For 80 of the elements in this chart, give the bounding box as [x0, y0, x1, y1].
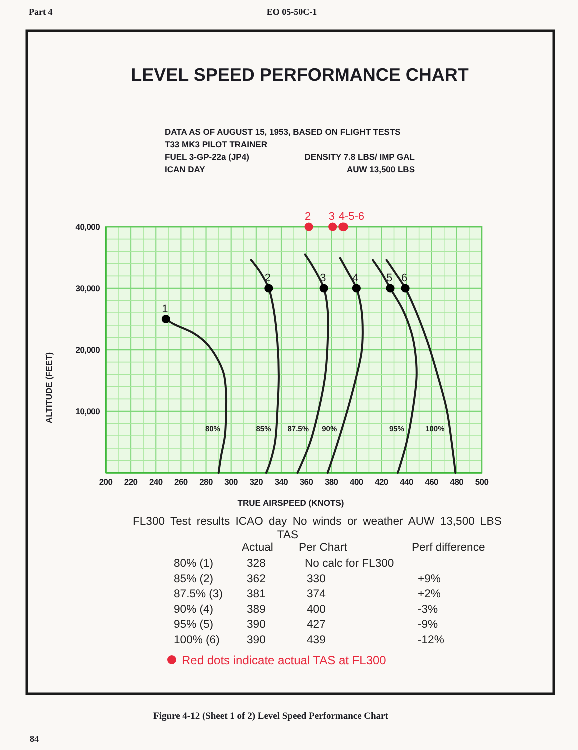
legend-label: Red dots indicate actual TAS at FL300: [182, 654, 387, 668]
data-label: 400: [307, 604, 326, 616]
point: [320, 284, 328, 293]
y-axis-title: ALTITUDE (FEET): [44, 352, 54, 424]
x-tick-label: 220: [124, 477, 138, 487]
annotation: 5: [386, 272, 393, 284]
annotation: 3: [328, 211, 335, 223]
data-label: 390: [247, 634, 266, 646]
point: [386, 284, 395, 293]
data-label: 390: [247, 619, 266, 632]
category-label: 95% (5): [174, 619, 214, 632]
point: [162, 314, 170, 324]
text: FL300 Test results ICAO day No winds or weather AUW 13,500 LBS: [133, 516, 502, 528]
data-label: 362: [247, 573, 266, 586]
point: [264, 284, 274, 293]
text: Per Chart: [299, 542, 348, 554]
text: EO 05-50C-1: [266, 7, 318, 17]
text: Part 4: [29, 7, 54, 17]
text: FUEL 3-GP-22a (JP4): [165, 152, 250, 162]
x-tick-label: 380: [324, 477, 339, 487]
annotation: 6: [402, 272, 408, 284]
point: [352, 284, 361, 293]
text: Perf difference: [412, 542, 486, 554]
category-label: 90% (4): [174, 604, 214, 616]
text: DENSITY 7.8 LBS/ IMP GAL: [304, 152, 415, 162]
chart-subtitle: DATA AS OF AUGUST 15, 1953, BASED ON FLIGHT TESTS: [165, 127, 402, 137]
x-tick-label: 200: [99, 477, 114, 487]
x-tick-label: 340: [274, 477, 289, 487]
data-label: 439: [307, 634, 326, 646]
annotation: 4: [352, 272, 359, 284]
text: ICAN DAY: [165, 164, 206, 174]
x-tick-label: 440: [400, 477, 414, 487]
data-label: 381: [247, 588, 266, 601]
point: [304, 222, 314, 232]
category-label: 100% (6): [174, 634, 220, 646]
x-tick-label: 240: [149, 477, 164, 487]
x-tick-label: 320: [250, 477, 264, 487]
category-label: 80% (1): [174, 558, 214, 570]
data-label: +2%: [418, 588, 441, 601]
data-label: -12%: [418, 634, 444, 646]
x-tick-label: 460: [425, 477, 440, 487]
x-axis-title: TRUE AIRSPEED (KNOTS): [238, 498, 344, 508]
data-label: 374: [307, 588, 326, 601]
data-label: 427: [307, 619, 326, 632]
annotation: 4-5-6: [338, 211, 365, 223]
y-tick-label: 10,000: [76, 406, 101, 416]
y-tick-label: 40,000: [76, 222, 101, 232]
x-tick-label: 500: [475, 477, 490, 487]
line-series: [250, 259, 280, 474]
data-label: 389: [247, 604, 266, 616]
data-label: -9%: [418, 619, 438, 632]
chart-title: LEVEL SPEED PERFORMANCE CHART: [131, 65, 469, 85]
text: No calc for FL300: [305, 558, 394, 570]
text: TAS: [277, 530, 300, 542]
caption: Figure 4-12 (Sheet 1 of 2) Level Speed Performance Chart: [154, 712, 390, 722]
data-label: -3%: [418, 604, 438, 616]
category-label: 87.5% (3): [174, 588, 224, 601]
point: [328, 222, 338, 232]
line-series: [372, 259, 418, 474]
x-tick-label: 260: [174, 477, 188, 487]
data-label: 330: [307, 573, 326, 586]
line-series: [386, 259, 457, 474]
x-tick-label: 280: [200, 477, 214, 487]
data-label: 328: [247, 558, 266, 570]
category-label: 85% (2): [174, 573, 214, 586]
y-tick-label: 30,000: [76, 284, 101, 294]
text: AUW 13,500 LBS: [346, 164, 416, 174]
y-tick-label: 20,000: [76, 345, 101, 355]
x-tick-label: 400: [350, 477, 364, 487]
point: [401, 284, 410, 293]
x-tick-label: 300: [224, 477, 239, 487]
text: 84: [30, 734, 40, 744]
annotation: 1: [162, 303, 168, 316]
text: Actual: [242, 542, 274, 554]
x-tick-label: 420: [375, 477, 389, 487]
x-tick-label: 480: [450, 477, 464, 487]
annotation: 2: [305, 211, 312, 223]
data-label: +9%: [418, 573, 441, 586]
text: T33 MK3 PILOT TRAINER: [165, 140, 268, 150]
x-tick-label: 360: [300, 477, 314, 487]
